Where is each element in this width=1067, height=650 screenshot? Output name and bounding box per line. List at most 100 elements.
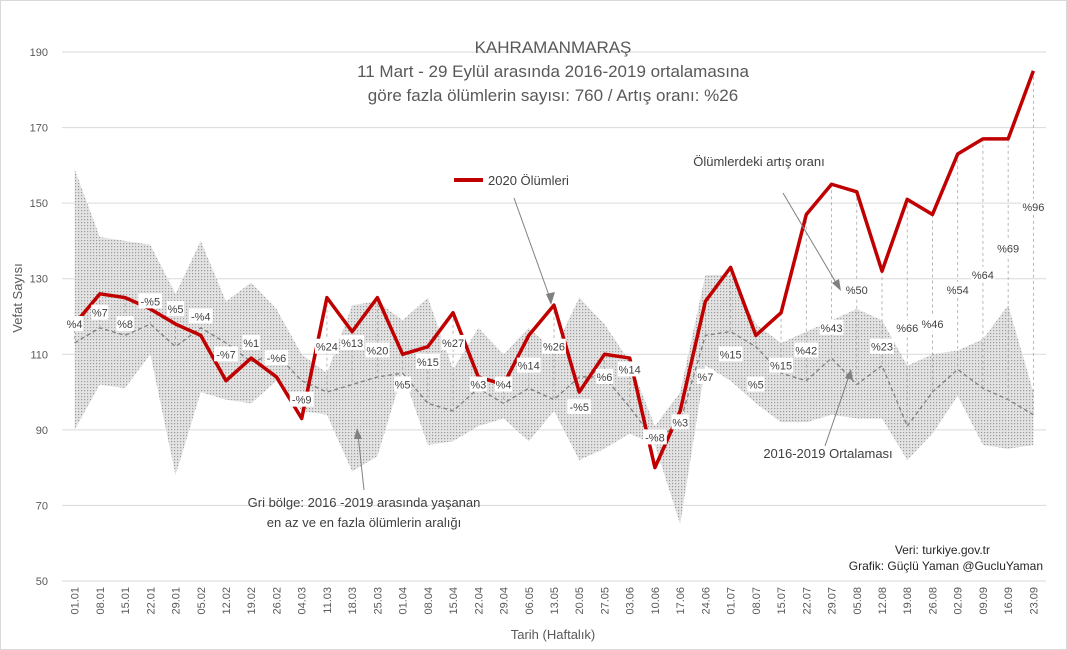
x-tick-label: 13.05: [549, 587, 561, 615]
x-tick-label: 10.06: [650, 587, 662, 615]
x-tick-label: 22.01: [145, 587, 157, 615]
pct-label-bg: [747, 376, 765, 392]
pct-label-bg: [289, 391, 314, 407]
y-tick-label: 150: [30, 198, 48, 210]
x-tick-label: 09.09: [978, 587, 990, 615]
pct-label-bg: [166, 300, 185, 316]
x-tick-label: 02.09: [953, 587, 965, 615]
pointer-average: [824, 372, 851, 447]
x-axis-ticks: 01.01 08.01 15.01 22.01 29.01 05.02 12.02 19.02…: [70, 587, 1041, 615]
pct-label: %1: [243, 338, 259, 350]
pct-label: -%9: [292, 395, 312, 407]
pct-label-bg: [138, 293, 163, 309]
legend-2020-label: 2020 Ölümleri: [488, 173, 569, 188]
pct-label: %42: [795, 346, 817, 358]
x-tick-label: 29.07: [827, 587, 839, 615]
x-tick-label: 03.06: [625, 587, 637, 615]
pct-label-bg: [945, 282, 970, 298]
pct-label: -%8: [645, 432, 665, 444]
pct-label-bg: [116, 316, 134, 332]
pct-label-bg: [66, 316, 84, 332]
pct-label: %43: [821, 323, 843, 335]
pct-label-bg: [441, 334, 465, 350]
pct-label: %26: [543, 342, 565, 354]
x-tick-label: 22.04: [473, 587, 485, 615]
line-2020: [73, 70, 1036, 470]
x-axis-label: Tarih (Haftalık): [511, 627, 596, 642]
pct-label: %5: [395, 380, 411, 392]
y-axis-ticks: 50 70 90 110 130 150 170 190: [30, 47, 48, 588]
title-line-2: 11 Mart - 29 Eylül arasında 2016-2019 or…: [357, 62, 749, 81]
pct-label: %15: [720, 349, 742, 361]
pointer-range-head: [354, 428, 362, 439]
pct-label: %15: [770, 361, 792, 373]
pct-label-bg: [315, 338, 339, 354]
pct-label: %13: [341, 338, 363, 350]
y-axis-label: Vefat Sayısı: [10, 263, 25, 332]
x-tick-label: 01.07: [726, 587, 738, 615]
x-tick-label: 01.04: [398, 587, 410, 615]
pct-label: -%5: [569, 402, 589, 414]
pct-label: %50: [846, 285, 868, 297]
pointer-2020: [513, 197, 552, 302]
pct-label: %64: [972, 270, 994, 282]
x-tick-label: 05.02: [196, 587, 208, 615]
x-tick-label: 06.05: [524, 587, 536, 615]
average-label: 2016-2019 Ortalaması: [763, 446, 892, 461]
x-tick-label: 29.04: [499, 587, 511, 615]
pct-label: %7: [92, 308, 108, 320]
pct-label: %3: [672, 417, 688, 429]
pct-label: %27: [442, 338, 464, 350]
title-line-3: göre fazla ölümlerin sayısı: 760 / Artış…: [368, 86, 738, 105]
pct-label: -%4: [191, 312, 211, 324]
pct-label: %8: [117, 319, 133, 331]
x-tick-label: 08.07: [751, 587, 763, 615]
pct-label: %5: [168, 304, 184, 316]
pct-label: %5: [748, 380, 764, 392]
x-tick-label: 27.05: [599, 587, 611, 615]
pct-label: %23: [871, 342, 893, 354]
pct-label-bg: [188, 308, 213, 324]
pct-label: %4: [496, 380, 512, 392]
y-tick-label: 70: [36, 500, 48, 512]
chart-title: KAHRAMANMARAŞ 11 Mart - 29 Eylül arasınd…: [357, 38, 749, 105]
pointer-growth: [782, 192, 839, 287]
x-tick-label: 24.06: [700, 587, 712, 615]
pct-label-bg: [769, 357, 793, 373]
pct-label: %6: [597, 372, 613, 384]
x-tick-label: 25.03: [372, 587, 384, 615]
average-series: [74, 323, 1034, 443]
pct-label-bg: [494, 376, 513, 392]
pct-label-bg: [895, 319, 920, 335]
x-tick-label: 05.08: [852, 587, 864, 615]
pct-label-bg: [567, 399, 592, 415]
pct-label-bg: [340, 334, 365, 350]
range-label-line-2: en az ve en fazla ölümlerin aralığı: [267, 515, 461, 530]
range-band: [74, 169, 1034, 525]
pct-label: %54: [947, 285, 969, 297]
x-tick-label: 16.09: [1003, 587, 1015, 615]
pct-label-bg: [242, 334, 260, 350]
pct-label: -%7: [216, 349, 236, 361]
y-tick-label: 110: [30, 349, 48, 361]
y-tick-label: 130: [30, 274, 48, 286]
pct-label-bg: [264, 350, 289, 366]
pct-label-bg: [365, 342, 390, 358]
x-tick-label: 04.03: [297, 587, 309, 615]
pct-label-bg: [996, 240, 1021, 256]
min-max-range: [74, 169, 1034, 525]
pct-labels: %4 %7 %8 -%5 %5 -%4 -%7 %1 -%6 -%9 %24 %13%20 %5 %15%…: [66, 198, 1046, 445]
pct-label-bg: [718, 346, 743, 362]
pct-label: %7: [697, 372, 713, 384]
x-tick-label: 11.03: [322, 587, 334, 614]
pct-label: %14: [518, 361, 540, 373]
x-tick-label: 08.04: [423, 587, 435, 615]
pct-label: -%6: [267, 353, 287, 365]
pct-label-bg: [870, 338, 894, 354]
pct-label-bg: [595, 368, 614, 384]
pct-label-bg: [91, 304, 109, 320]
pct-label: %96: [1022, 202, 1044, 214]
pointer-2020-head: [546, 292, 555, 305]
pct-label: %66: [896, 323, 918, 335]
x-tick-label: 23.09: [1028, 587, 1040, 615]
